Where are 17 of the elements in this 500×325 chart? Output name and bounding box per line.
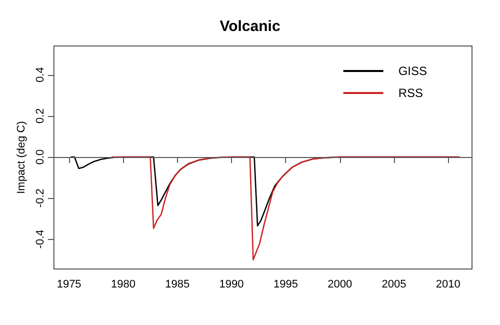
- chart-title: Volcanic: [220, 18, 280, 35]
- y-tick-label: -0.2: [34, 188, 46, 208]
- x-tick-label: 1975: [56, 278, 82, 290]
- y-tick-label: -0.4: [34, 230, 46, 249]
- x-tick-label: 1980: [110, 278, 136, 290]
- x-tick-label: 2010: [436, 278, 460, 290]
- x-tick-label: 1985: [165, 278, 190, 290]
- y-tick-label: 0.0: [34, 149, 46, 165]
- x-tick-label: 2000: [328, 278, 352, 290]
- y-axis-title: Impact (deg C): [16, 121, 28, 194]
- y-tick-label: 0.4: [34, 67, 46, 82]
- x-tick-label: 1990: [219, 278, 244, 290]
- legend-label: GISS: [398, 64, 428, 78]
- legend-label: RSS: [398, 86, 424, 100]
- x-tick-label: 2005: [382, 278, 406, 290]
- x-tick-label: 1995: [273, 278, 298, 290]
- y-tick-label: 0.2: [34, 108, 46, 124]
